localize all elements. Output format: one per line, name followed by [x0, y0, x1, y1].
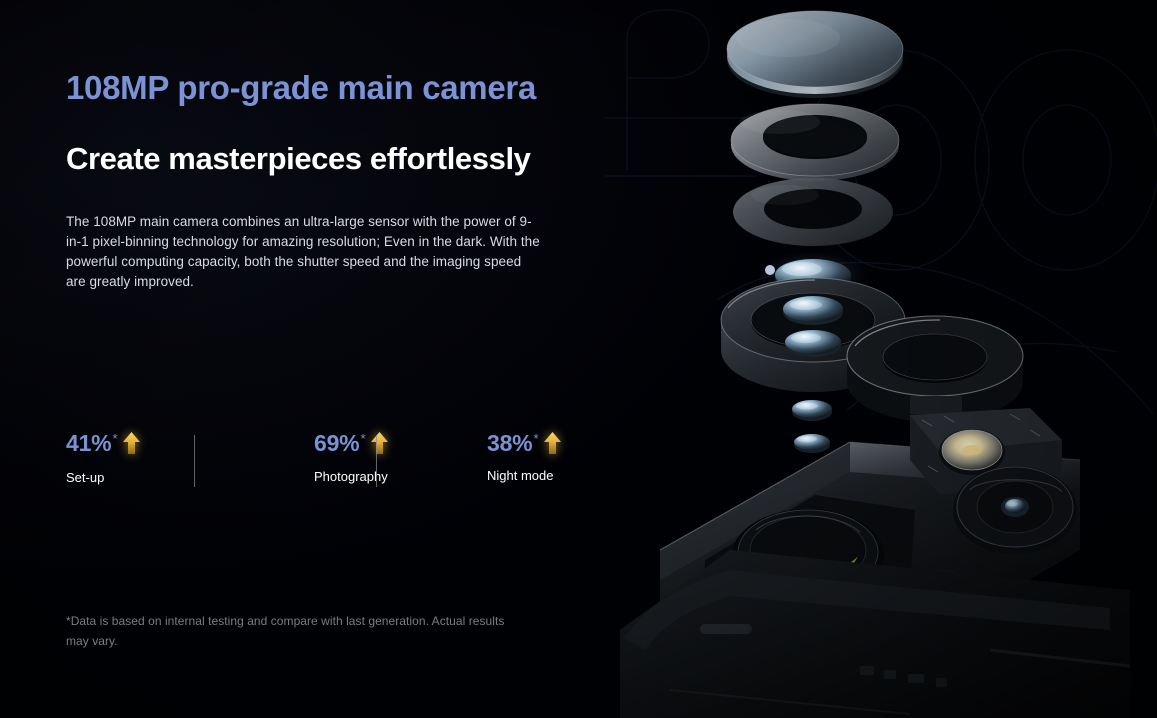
eyebrow-heading: 108MP pro-grade main camera	[66, 69, 536, 106]
body-paragraph: The 108MP main camera combines an ultra-…	[66, 214, 540, 289]
stat-divider	[376, 435, 377, 487]
stat-item-photography: 69% * Photography	[248, 430, 430, 485]
stat-label: Photography	[314, 469, 388, 484]
feature-copy-block: 108MP pro-grade main camera Create maste…	[66, 66, 566, 292]
arrow-up-icon	[543, 431, 562, 460]
stat-value: 41%	[66, 430, 112, 456]
stat-asterisk: *	[533, 431, 539, 446]
stat-value: 38%	[487, 430, 533, 456]
stats-row: 41% * Set-up	[66, 430, 612, 492]
stat-asterisk: *	[112, 431, 118, 446]
arrow-up-icon	[370, 431, 389, 460]
main-heading: Create masterpieces effortlessly	[66, 141, 531, 176]
footnote-disclaimer: *Data is based on internal testing and c…	[66, 614, 505, 648]
stat-label: Set-up	[66, 470, 105, 485]
stat-value-row: 69% *	[314, 430, 430, 460]
stat-value: 69%	[314, 430, 360, 456]
stat-value-row: 41% *	[66, 430, 248, 460]
stat-label: Night mode	[487, 468, 554, 483]
stat-asterisk: *	[360, 431, 366, 446]
arrow-up-icon	[122, 431, 141, 460]
stat-divider	[194, 435, 195, 487]
stat-item-setup: 41% * Set-up	[66, 430, 248, 486]
stat-value-row: 38% *	[487, 430, 612, 460]
stat-item-night-mode: 38% * Night mode	[430, 430, 612, 484]
